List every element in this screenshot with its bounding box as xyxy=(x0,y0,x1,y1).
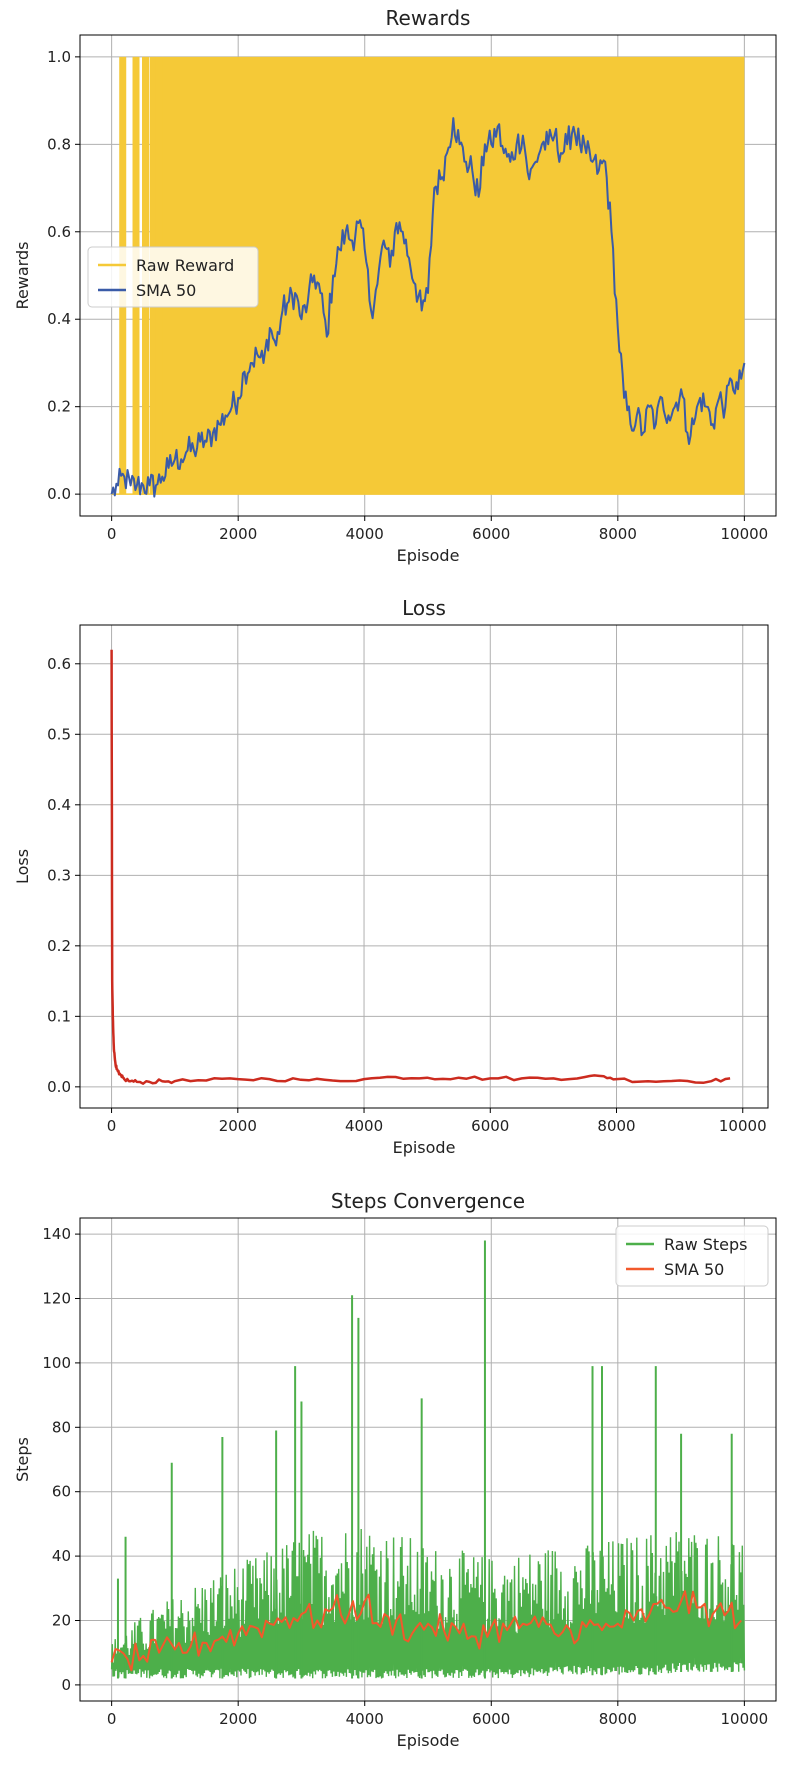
plot-area xyxy=(110,649,731,1085)
chart-1: 0 2000 4000 6000 8000 10000 0.0 0.1 0.2 0.3 0.4 0.5… xyxy=(13,596,769,1157)
y-tick-label: 0.2 xyxy=(47,937,71,955)
x-tick-label: 8000 xyxy=(599,1710,637,1728)
x-tick-label: 2000 xyxy=(219,1710,257,1728)
y-axis-label: Loss xyxy=(13,849,32,884)
y-tick-label: 0.4 xyxy=(47,310,71,328)
x-tick-label: 2000 xyxy=(219,525,257,543)
series-line-1 xyxy=(110,117,746,498)
y-tick-label: 100 xyxy=(42,1354,71,1372)
raw-steps-line xyxy=(110,1528,746,1679)
chart-title: Steps Convergence xyxy=(331,1189,525,1213)
y-tick-label: 20 xyxy=(52,1612,71,1630)
x-tick-label: 0 xyxy=(107,525,117,543)
x-tick-label: 6000 xyxy=(472,525,510,543)
chart-title: Rewards xyxy=(386,6,471,30)
y-tick-label: 0.5 xyxy=(47,725,71,743)
axes-frame xyxy=(79,624,769,1109)
legend: Raw Reward SMA 50 xyxy=(87,246,259,308)
y-tick-label: 80 xyxy=(52,1418,71,1436)
legend-box xyxy=(615,1225,769,1287)
chart-0: 0 2000 4000 6000 8000 10000 0.0 0.2 0.4 0.6 0.8 1.0… xyxy=(13,6,777,565)
y-tick-label: 0.1 xyxy=(47,1007,71,1025)
x-tick-label: 0 xyxy=(107,1710,117,1728)
series-line-1 xyxy=(110,1590,742,1672)
legend-label: SMA 50 xyxy=(136,281,196,300)
x-axis-label: Episode xyxy=(397,546,460,565)
y-tick-label: 0.0 xyxy=(47,1078,71,1096)
y-tick-label: 60 xyxy=(52,1483,71,1501)
x-tick-label: 10000 xyxy=(721,1710,769,1728)
y-tick-label: 120 xyxy=(42,1290,71,1308)
y-tick-label: 0.2 xyxy=(47,398,71,416)
y-tick-label: 140 xyxy=(42,1225,71,1243)
legend-label: Raw Steps xyxy=(664,1235,748,1254)
x-tick-label: 10000 xyxy=(721,525,769,543)
y-tick-label: 40 xyxy=(52,1547,71,1565)
legend: Raw Steps SMA 50 xyxy=(615,1225,769,1287)
x-tick-label: 6000 xyxy=(472,1710,510,1728)
x-axis-label: Episode xyxy=(397,1731,460,1750)
axes-frame xyxy=(79,34,777,517)
x-tick-label: 10000 xyxy=(719,1117,767,1135)
chart-title: Loss xyxy=(402,596,446,620)
y-tick-label: 1.0 xyxy=(47,48,71,66)
x-tick-label: 6000 xyxy=(471,1117,509,1135)
legend-label: SMA 50 xyxy=(664,1260,724,1279)
x-tick-label: 8000 xyxy=(599,525,637,543)
y-tick-label: 0.8 xyxy=(47,135,71,153)
y-tick-label: 0.6 xyxy=(47,223,71,241)
axes-frame xyxy=(79,1217,777,1702)
series-line-0 xyxy=(110,649,731,1085)
y-tick-label: 0.0 xyxy=(47,485,71,503)
legend-box xyxy=(87,246,259,308)
x-tick-label: 8000 xyxy=(597,1117,635,1135)
y-tick-label: 0 xyxy=(61,1676,71,1694)
x-tick-label: 4000 xyxy=(346,1710,384,1728)
chart-2: 0 2000 4000 6000 8000 10000 0 20 40 60 80 100 120 140… xyxy=(13,1189,777,1750)
x-tick-label: 0 xyxy=(107,1117,117,1135)
y-tick-label: 0.6 xyxy=(47,655,71,673)
legend-label: Raw Reward xyxy=(136,256,234,275)
y-tick-label: 0.4 xyxy=(47,796,71,814)
plot-area xyxy=(110,1240,746,1679)
x-tick-label: 4000 xyxy=(345,1117,383,1135)
x-tick-label: 4000 xyxy=(346,525,384,543)
y-axis-label: Steps xyxy=(13,1437,32,1482)
x-tick-label: 2000 xyxy=(219,1117,257,1135)
x-axis-label: Episode xyxy=(393,1138,456,1157)
y-axis-label: Rewards xyxy=(13,242,32,310)
y-tick-label: 0.3 xyxy=(47,866,71,884)
